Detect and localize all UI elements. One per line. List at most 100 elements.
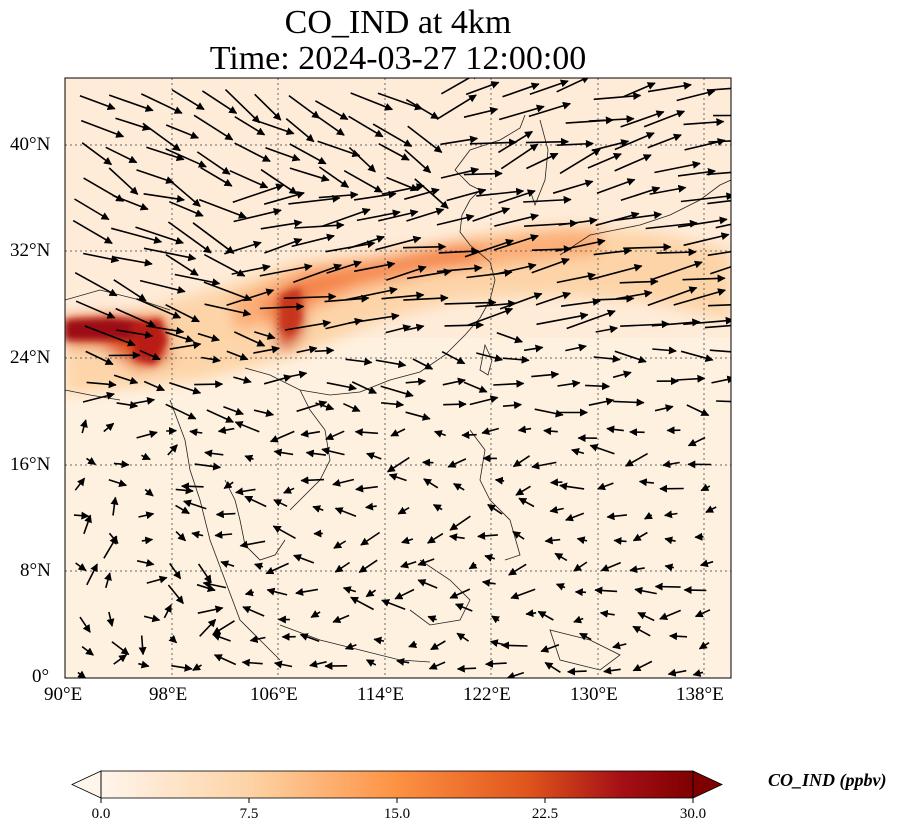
- map-area: [65, 78, 731, 678]
- wind-arrow: [300, 429, 321, 438]
- wind-arrow: [212, 620, 235, 635]
- wind-arrow: [253, 345, 280, 354]
- wind-arrow: [143, 614, 161, 623]
- wind-arrow: [110, 227, 163, 244]
- wind-arrow: [686, 404, 710, 417]
- wind-arrow: [432, 504, 443, 512]
- wind-arrow: [136, 430, 158, 439]
- wind-arrow: [146, 146, 185, 162]
- wind-arrow: [73, 511, 90, 520]
- wind-arrow: [441, 350, 466, 365]
- wind-arrow: [272, 525, 296, 540]
- wind-arrow: [535, 291, 571, 306]
- wind-arrow: [494, 213, 539, 227]
- wind-arrow: [201, 355, 221, 364]
- wind-arrow: [593, 247, 632, 256]
- wind-arrow: [544, 536, 561, 545]
- wind-arrow: [595, 325, 618, 334]
- wind-arrow: [565, 343, 587, 352]
- wind-vectors: [72, 78, 731, 678]
- wind-arrow: [472, 207, 511, 222]
- wind-arrow: [365, 589, 377, 598]
- wind-arrow: [417, 558, 435, 567]
- wind-arrow: [378, 142, 410, 161]
- wind-arrow: [283, 292, 337, 301]
- y-tick-label: 32°N: [10, 240, 51, 261]
- wind-arrow: [449, 533, 465, 542]
- wind-arrow: [167, 444, 178, 456]
- wind-arrow: [600, 561, 622, 572]
- wind-arrow: [116, 401, 139, 409]
- wind-arrow: [264, 238, 303, 254]
- wind-arrow: [477, 531, 498, 540]
- wind-arrow: [614, 154, 652, 172]
- wind-arrow: [554, 552, 568, 562]
- wind-arrow: [638, 478, 654, 487]
- wind-arrow: [491, 615, 500, 624]
- wind-arrow: [183, 499, 207, 510]
- wind-arrow: [498, 104, 545, 121]
- wind-arrow: [613, 398, 645, 407]
- wind-arrow: [165, 148, 207, 168]
- wind-arrow: [523, 344, 544, 353]
- wind-arrow: [235, 487, 256, 496]
- wind-arrow: [223, 481, 234, 490]
- wind-arrow: [502, 401, 522, 410]
- wind-arrow: [559, 482, 585, 491]
- wind-arrow: [619, 277, 659, 286]
- wind-arrow: [614, 132, 655, 151]
- wind-arrow: [476, 352, 504, 362]
- wind-arrow: [647, 286, 698, 307]
- wind-arrow: [226, 350, 249, 361]
- wind-arrow: [565, 512, 585, 522]
- x-tick-label: 98°E: [149, 684, 188, 705]
- wind-arrow: [662, 460, 680, 469]
- wind-arrow: [201, 90, 238, 114]
- wind-arrow: [75, 562, 87, 572]
- wind-arrow: [402, 242, 447, 251]
- wind-arrow: [296, 400, 328, 413]
- wind-arrow: [634, 586, 657, 595]
- wind-arrow: [189, 428, 203, 437]
- wind-arrow: [620, 110, 665, 128]
- wind-arrow: [440, 166, 480, 179]
- wind-arrow: [433, 430, 446, 438]
- wind-arrow: [579, 632, 592, 641]
- wind-arrow: [113, 374, 139, 385]
- wind-arrow: [683, 316, 731, 326]
- wind-arrow: [444, 321, 484, 330]
- wind-arrow: [72, 219, 113, 244]
- wind-arrow: [449, 515, 471, 531]
- wind-arrow: [647, 81, 692, 93]
- wind-arrow: [560, 297, 601, 307]
- wind-arrow: [692, 669, 704, 677]
- y-tick-label: 0°: [32, 666, 50, 687]
- wind-arrow: [365, 502, 377, 511]
- wind-arrow: [192, 222, 235, 254]
- wind-arrow: [496, 331, 523, 344]
- wind-arrow: [436, 94, 477, 120]
- wind-arrow: [632, 531, 648, 542]
- wind-arrow: [244, 454, 254, 463]
- wind-arrow: [651, 318, 701, 327]
- wind-arrow: [677, 216, 728, 228]
- wind-arrow: [680, 350, 714, 362]
- wind-arrow: [254, 331, 276, 340]
- wind-arrow: [510, 588, 536, 600]
- wind-arrow: [115, 307, 157, 328]
- wind-arrow: [326, 382, 357, 392]
- wind-arrow: [288, 94, 321, 119]
- wind-arrow: [567, 667, 587, 676]
- wind-arrow: [525, 609, 537, 618]
- wind-arrow: [682, 274, 726, 283]
- wind-arrow: [441, 78, 480, 95]
- wind-arrow: [594, 586, 618, 595]
- wind-arrow: [649, 184, 687, 195]
- wind-arrow: [353, 260, 396, 273]
- wind-arrow: [683, 586, 707, 595]
- wind-arrow: [485, 659, 507, 668]
- wind-arrow: [427, 615, 437, 623]
- wind-arrow: [465, 81, 500, 96]
- wind-arrow: [234, 116, 266, 136]
- wind-arrow: [680, 192, 731, 203]
